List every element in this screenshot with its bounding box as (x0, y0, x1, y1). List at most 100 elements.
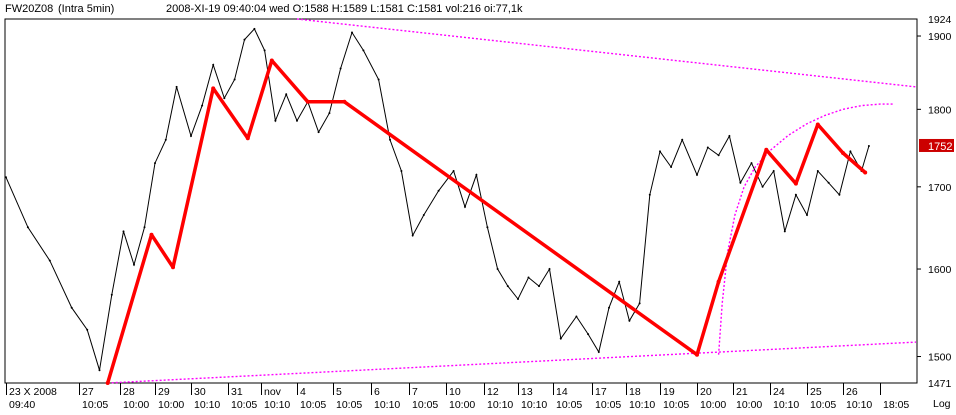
price-point (190, 135, 192, 137)
y-scale-label: Log (933, 398, 951, 410)
zigzag-vertex (815, 122, 820, 127)
y-tick-label: 1600 (928, 264, 952, 276)
price-point (538, 285, 540, 288)
price-point (86, 328, 89, 331)
x-date-label: 13 (521, 386, 533, 398)
x-date-label: 21 (736, 386, 748, 398)
price-point (527, 276, 530, 279)
x-time-label: 18:05 (883, 399, 909, 411)
price-point (761, 185, 764, 188)
x-date-label: 5 (336, 386, 342, 398)
price-point (422, 214, 425, 216)
y-axis: 1500 1600 1700 1800 1900 1924 1471 Log 1752 (917, 14, 954, 410)
zigzag-vertex (171, 265, 175, 270)
y-top-label: 1924 (928, 14, 952, 26)
price-point (506, 285, 509, 288)
price-point (362, 49, 365, 52)
x-time-label: 10:00 (449, 399, 475, 411)
price-point (517, 298, 519, 300)
price-point (48, 259, 51, 262)
x-time-label: 10:05 (556, 399, 582, 411)
price-point (867, 145, 870, 147)
x-date-label: 28 (123, 386, 135, 398)
y-bottom-label: 1471 (928, 378, 952, 390)
price-point (377, 78, 380, 81)
price-point (597, 351, 600, 353)
x-date-label: nov (264, 386, 282, 398)
zigzag-vertex (863, 170, 868, 175)
last-price-tag (919, 138, 954, 152)
price-point (706, 146, 709, 149)
price-point (628, 319, 631, 322)
price-point (154, 162, 156, 165)
x-date-label: 24 (773, 386, 785, 398)
x-time-label: 10:10 (846, 399, 872, 411)
x-date-label: 10 (449, 386, 461, 398)
price-point (806, 214, 808, 216)
price-point (452, 170, 455, 172)
price-point (728, 135, 731, 137)
price-point (696, 173, 698, 176)
price-point (133, 263, 135, 266)
price-point (559, 337, 562, 340)
price-point (827, 181, 830, 184)
price-point (659, 150, 661, 153)
price-point (575, 315, 578, 318)
price-point (750, 162, 753, 165)
price-point (681, 138, 684, 141)
x-date-label: 7 (412, 386, 418, 398)
x-time-label: 10:05 (412, 399, 438, 411)
x-time-label: 10:05 (82, 399, 108, 411)
price-point (98, 369, 101, 372)
price-point (5, 176, 7, 179)
price-point (110, 293, 113, 296)
x-time-label: 10:10 (194, 399, 220, 411)
price-point (548, 268, 551, 270)
y-tick-label: 1900 (928, 31, 952, 43)
interval-label: (Intra 5min) (58, 3, 114, 15)
price-point (26, 226, 29, 229)
price-point (437, 189, 440, 192)
price-point (263, 49, 266, 52)
price-point (253, 27, 256, 30)
price-point (772, 170, 775, 172)
price-point (317, 131, 320, 134)
x-date-label: 29 (158, 386, 170, 398)
x-date-label: 19 (663, 386, 675, 398)
x-date-label: 18 (629, 386, 641, 398)
price-point (143, 226, 146, 229)
x-axis: 23 X 2008 27 28 29 30 31 nov 4 5 6 7 10 12 13 14 17 18 19… (6, 383, 909, 411)
price-point (496, 268, 499, 270)
price-point (212, 63, 215, 66)
price-point (339, 67, 342, 70)
plot-frame (4, 18, 918, 384)
x-time-label: 10:10 (487, 399, 513, 411)
zigzag-vertex (211, 86, 216, 91)
y-tick-label: 1500 (928, 352, 952, 364)
zigzag-vertex (841, 151, 845, 155)
price-point (618, 280, 621, 283)
price-point (400, 170, 403, 172)
price-point (164, 138, 167, 141)
price-point (670, 166, 673, 168)
x-time-label: 10:10 (521, 399, 547, 411)
price-point (849, 150, 852, 153)
x-time-label: 10:00 (736, 399, 762, 411)
price-point (285, 93, 288, 96)
zigzag-vertex (764, 147, 769, 152)
x-date-label: 12 (487, 386, 499, 398)
x-time-label: 10:05 (231, 399, 257, 411)
x-date-label: 23 X 2008 (9, 386, 57, 398)
price-point (816, 170, 819, 172)
price-point (783, 230, 786, 233)
zigzag-vertex (245, 136, 250, 141)
x-date-label: 27 (82, 386, 94, 398)
price-point (608, 306, 610, 309)
x-date-label: 17 (595, 386, 607, 398)
x-date-label: 4 (300, 386, 306, 398)
price-point (351, 31, 353, 34)
x-date-label: 30 (194, 386, 206, 398)
x-date-label: 14 (556, 386, 568, 398)
